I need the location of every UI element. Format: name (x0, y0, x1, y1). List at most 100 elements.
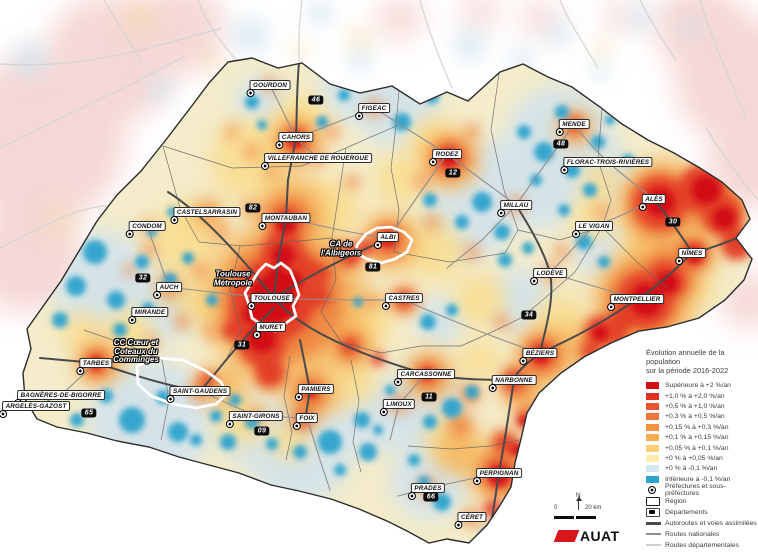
city-label: CONDOM (125, 221, 166, 238)
city-name: NÎMES (678, 248, 706, 258)
city-name: CÉRET (457, 512, 487, 522)
legend-item-label: +0 % à -0,1 %/an (665, 465, 718, 473)
prefecture-marker-icon (128, 316, 137, 324)
city-label: BÉZIERS (519, 348, 558, 365)
city-label: FOIX (292, 413, 319, 430)
legend-items: Supérieure à +2 %/an +1,0 % à +2,0 %/an +0… (646, 381, 758, 485)
prefecture-marker-icon (675, 257, 684, 265)
outside-heat-orange (44, 0, 612, 238)
legend-item-label: +0 % à +0,05 %/an (665, 455, 723, 463)
city-label: VILLEFRANCHE DE ROUERGUE (261, 153, 372, 170)
city-name: CONDOM (128, 221, 166, 231)
prefecture-marker-icon (454, 521, 463, 529)
auat-logo-text: AUAT (580, 528, 620, 544)
city-label: CASTRES (381, 293, 424, 310)
north-label: N (576, 492, 581, 499)
city-label: TOULOUSE (247, 293, 294, 310)
prefecture-marker-icon (530, 277, 539, 285)
legend-item-label: Inférieure à -0,1 %/an (665, 475, 731, 483)
legend-symbol-label: Routes nationales (665, 530, 720, 538)
city-name: MENDE (558, 119, 590, 129)
city-label: GOURDON (246, 80, 291, 97)
prefecture-marker-icon (638, 203, 647, 211)
legend-symbol-label: Préfectures et sous-préfectures (665, 483, 726, 498)
legend-symbol-item: Routes départementales (646, 540, 758, 551)
city-name: ARGELÈS-GAZOST (2, 401, 70, 411)
department-badge: 48 (553, 139, 569, 149)
city-label: NÎMES (675, 248, 706, 265)
city-label: ALBI (373, 232, 400, 249)
city-name: PRADES (410, 483, 446, 493)
prefecture-marker-icon (258, 222, 267, 230)
legend-item: +0 % à +0,05 %/an (646, 453, 758, 463)
department-badge: 34 (521, 310, 537, 320)
legend-title-line2: sur la période 2016-2022 (646, 365, 729, 375)
city-name: CASTELSARRASIN (173, 207, 241, 217)
prefecture-marker-icon (488, 384, 497, 392)
legend-item-label: Supérieure à +2 %/an (665, 382, 731, 390)
prefecture-marker-icon (153, 291, 162, 299)
city-label: RODEZ (429, 149, 462, 166)
legend-color-swatch (646, 455, 659, 463)
department-badge: 65 (81, 408, 97, 418)
legend-color-swatch (646, 382, 659, 390)
city-label: CASTELSARRASIN (170, 207, 241, 224)
city-label: SAINT-GAUDENS (166, 386, 231, 403)
legend-symbol-label: Autoroutes et voies assimilées (665, 519, 757, 527)
legend-color-swatch (646, 392, 659, 400)
prefecture-marker-icon (252, 331, 261, 339)
city-label: ALÈS (638, 194, 667, 211)
department-badge: 81 (365, 262, 381, 272)
prefecture-marker-icon (166, 395, 175, 403)
prefecture-marker-icon (261, 162, 270, 170)
legend-item-label: +0,5 % à +1,0 %/an (665, 403, 725, 411)
prefecture-marker-icon (373, 241, 382, 249)
city-label: MILLAU (497, 200, 532, 217)
prefecture-marker-icon (76, 367, 85, 375)
city-label: AUCH (153, 282, 182, 299)
prefecture-marker-icon (355, 112, 364, 120)
city-label: PAMIERS (294, 384, 335, 401)
legend-color-swatch (646, 475, 659, 483)
prefecture-marker-icon (473, 477, 482, 485)
city-label: FIGEAC (355, 103, 390, 120)
legend-symbol-item: Préfectures et sous-préfectures (646, 483, 758, 498)
legend-item: +0,15 % à +0,3 %/an (646, 422, 758, 432)
epci-label: Toulouse Métropole (213, 269, 253, 287)
legend-symbol-label: Région (665, 497, 687, 505)
north-arrow-icon (575, 496, 583, 510)
city-label: ARGELÈS-GAZOST (0, 401, 70, 418)
city-name: LODÈVE (533, 268, 567, 278)
city-label: FLORAC-TROIS-RIVIÈRES (560, 157, 653, 174)
auat-logo-mark-icon (553, 530, 580, 542)
city-label: LE VIGAN (572, 221, 613, 238)
city-label: SAINT-GIRONS (225, 411, 284, 428)
autoroute-line-icon (646, 521, 661, 525)
city-name: FLORAC-TROIS-RIVIÈRES (563, 157, 653, 167)
city-label: CAHORS (275, 132, 314, 149)
city-name: TOULOUSE (250, 293, 294, 303)
prefecture-marker-icon (225, 420, 234, 428)
epci-boundaries (135, 225, 414, 410)
city-label: PERPIGNAN (473, 468, 522, 485)
legend-item: +0,1 % à +0,15 %/an (646, 433, 758, 443)
city-name: ALBI (376, 232, 400, 242)
city-name: AUCH (156, 282, 182, 292)
city-label: LIMOUX (379, 399, 416, 416)
prefecture-marker-icon (125, 230, 134, 238)
legend-item: Supérieure à +2 %/an (646, 381, 758, 391)
prefecture-marker-icon (275, 141, 284, 149)
legend-symbol-item: Départements (646, 507, 758, 518)
auat-logo: AUAT (553, 528, 620, 544)
city-name: VILLEFRANCHE DE ROUERGUE (264, 153, 372, 163)
legend-item: +0,3 % à +0,5 %/an (646, 412, 758, 422)
department-badge: 31 (234, 340, 250, 350)
city-label: MENDE (555, 119, 590, 136)
legend-item: +0,5 % à +1,0 %/an (646, 401, 758, 411)
legend-symbol-item: Région (646, 496, 758, 507)
city-name: MONTAUBAN (261, 213, 311, 223)
prefecture-marker-icon (0, 410, 8, 418)
city-name: GOURDON (249, 80, 291, 90)
epci-label: CC Cœur et Coteaux du Comminges (113, 338, 159, 365)
